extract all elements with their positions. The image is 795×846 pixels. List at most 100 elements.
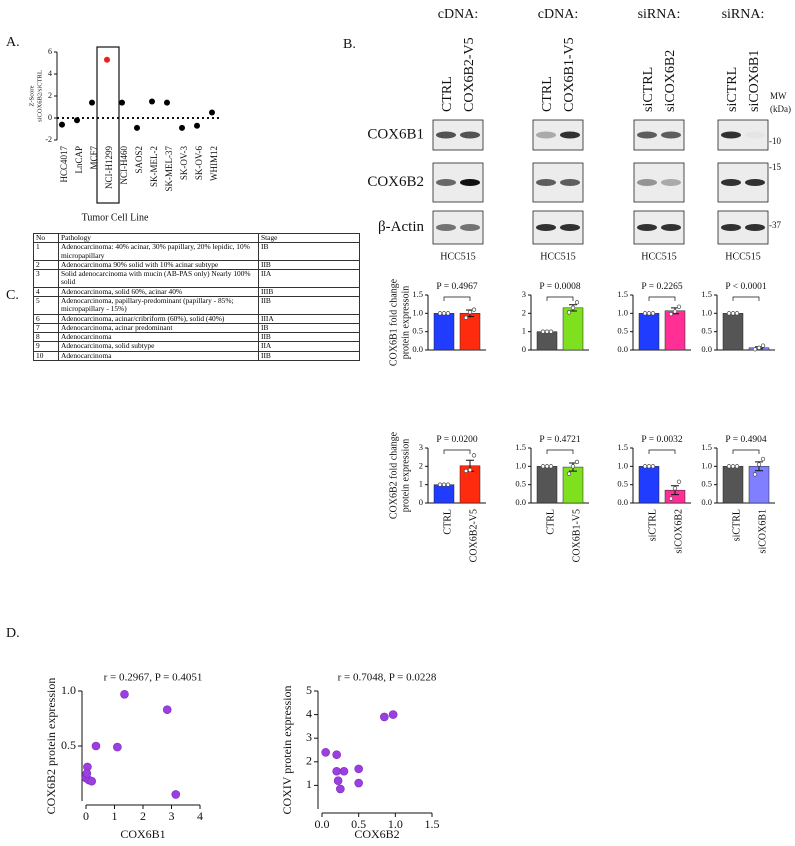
x-tick-label: HCC4017 — [59, 146, 69, 183]
significance-bracket — [546, 449, 574, 454]
band — [721, 179, 741, 186]
table-cell: IIB — [258, 259, 360, 271]
replicate-point — [752, 472, 758, 477]
bar — [562, 466, 584, 504]
panel-label: C. — [6, 288, 19, 303]
y-axis-label: siCOX6B2/siCTRL — [36, 70, 43, 122]
x-tick-label: 0.0 — [315, 817, 330, 831]
cell-line: HCC515 — [725, 251, 761, 262]
table-cell: Adenocarcinoma, acinar/cribriform (60%),… — [58, 313, 259, 324]
band — [560, 179, 580, 186]
x-tick-label: siCOX6B2 — [673, 509, 684, 553]
annotation: r = 0.7048, P = 0.0228 — [338, 672, 437, 684]
cell-line: HCC515 — [641, 251, 677, 262]
replicate-point — [574, 300, 580, 305]
band — [745, 132, 765, 139]
bar — [433, 484, 455, 504]
x-tick-label: COX6B1-V5 — [571, 509, 582, 562]
data-point — [164, 99, 170, 106]
band — [460, 179, 480, 186]
y-tick-label: -2 — [45, 135, 52, 144]
data-point — [120, 689, 129, 699]
y-tick-label: 0.0 — [617, 344, 628, 354]
band — [637, 179, 657, 186]
bar — [748, 466, 770, 504]
table-cell: IIIB — [258, 286, 360, 297]
y-tick-label: 0.5 — [617, 326, 628, 336]
p-value: P = 0.2265 — [641, 282, 682, 292]
replicate-point — [540, 464, 546, 469]
y-axis-label: COX6B2 fold change — [388, 431, 399, 519]
y-tick-label: 2 — [419, 460, 423, 470]
replicate-point — [570, 464, 576, 469]
table-cell: Adenocarcinoma — [58, 350, 259, 361]
table-cell: 9 — [33, 341, 59, 352]
replicate-point — [668, 496, 674, 501]
x-tick-label: 0.5 — [351, 817, 366, 831]
band — [661, 179, 681, 186]
y-tick-label: 2 — [48, 91, 52, 100]
table-cell: Adenocarcinoma, solid subtype — [58, 341, 259, 352]
y-tick-label: 0 — [48, 113, 52, 122]
significance-bracket — [443, 449, 471, 454]
data-point — [149, 98, 155, 105]
replicate-point — [566, 310, 572, 315]
x-tick-label: 3 — [169, 809, 175, 823]
x-tick-label: NCI-H1299 — [104, 146, 114, 189]
replicate-point — [463, 468, 469, 474]
bar — [536, 331, 558, 351]
x-tick-label: SAOS2 — [134, 146, 144, 174]
y-tick-label: 4 — [306, 706, 312, 720]
y-tick-label: 1.5 — [515, 442, 526, 452]
table-cell: IB — [258, 322, 360, 334]
y-tick-label: 0.0 — [412, 344, 423, 354]
cell-line: HCC515 — [440, 251, 476, 262]
x-tick-label: siCOX6B1 — [757, 509, 768, 553]
data-point — [171, 790, 181, 799]
panel-label: D. — [6, 626, 20, 641]
lane-label: siCTRL — [725, 67, 740, 112]
replicate-point — [650, 311, 656, 316]
replicate-point — [540, 329, 546, 334]
bar — [722, 466, 744, 504]
x-tick-label: 1.0 — [388, 817, 403, 831]
highlight-box — [96, 46, 120, 204]
table-row: 1 Adenocarcinoma: 40% acinar, 30% papilla… — [33, 242, 360, 261]
x-tick-label: siCTRL — [731, 509, 742, 541]
blot-row-label: COX6B2 — [367, 174, 424, 190]
replicate-point — [734, 464, 740, 469]
band — [721, 224, 741, 231]
panel-label: B. — [343, 37, 356, 52]
band — [536, 179, 556, 186]
y-tick-label: 1 — [306, 777, 312, 791]
replicate-point — [544, 464, 550, 469]
replicate-point — [467, 467, 473, 473]
bar — [638, 313, 660, 351]
replicate-point — [726, 464, 732, 469]
mw-marker: -37 — [769, 220, 781, 230]
bar — [459, 313, 481, 351]
data-point — [119, 99, 125, 106]
band — [536, 224, 556, 231]
y-tick-label: 1.0 — [701, 307, 712, 317]
table-cell: 10 — [33, 350, 59, 361]
bar — [562, 307, 584, 351]
y-tick-label: 1.0 — [701, 460, 712, 470]
y-tick-label: 3 — [306, 730, 312, 744]
band — [560, 224, 580, 231]
table-row: 5 Adenocarcinoma, papillary-predominant (… — [33, 295, 360, 315]
data-point — [162, 705, 172, 715]
p-value: P = 0.0200 — [436, 435, 477, 445]
bar — [722, 313, 744, 351]
y-tick-label: 1.0 — [412, 307, 423, 317]
data-point — [113, 742, 122, 752]
x-tick-label: MCF7 — [89, 146, 99, 170]
replicate-point — [445, 482, 451, 487]
y-axis-label: protein expressoin — [400, 286, 411, 360]
mw-marker: -10 — [769, 136, 781, 146]
replicate-point — [548, 329, 554, 334]
data-point — [336, 784, 345, 794]
p-value: P < 0.0001 — [725, 282, 766, 292]
p-value: P = 0.4967 — [436, 282, 477, 292]
y-tick-label: 1.5 — [412, 289, 423, 299]
